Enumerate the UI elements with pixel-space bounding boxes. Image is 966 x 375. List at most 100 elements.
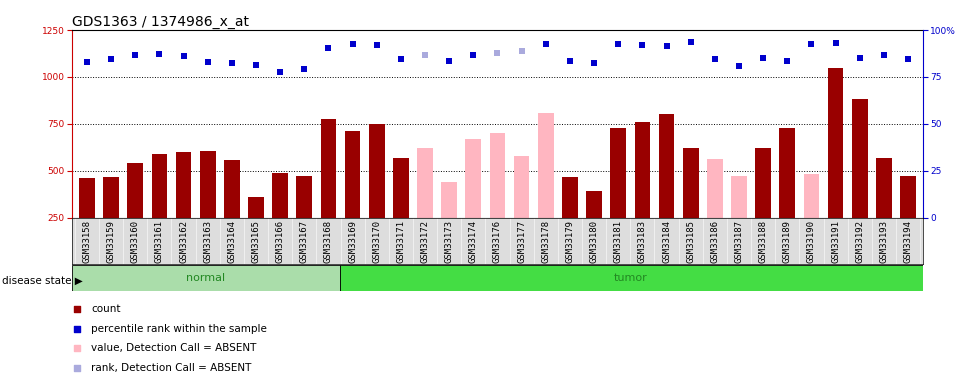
Bar — [321, 119, 336, 218]
Text: GSM33189: GSM33189 — [782, 220, 792, 263]
Text: GSM33193: GSM33193 — [879, 220, 889, 263]
Text: GSM33181: GSM33181 — [613, 220, 623, 263]
Bar — [828, 68, 843, 218]
Text: GSM33159: GSM33159 — [106, 220, 116, 263]
Text: GSM33165: GSM33165 — [251, 220, 261, 263]
Point — [466, 53, 481, 58]
Bar — [417, 148, 433, 217]
Text: GSM33174: GSM33174 — [469, 220, 478, 263]
Bar — [562, 177, 578, 218]
Bar — [345, 131, 360, 218]
Text: GSM33164: GSM33164 — [227, 220, 237, 263]
Point — [828, 40, 843, 46]
Text: GSM33172: GSM33172 — [420, 220, 430, 263]
Point — [152, 51, 167, 57]
Point — [876, 53, 892, 58]
Bar — [200, 151, 215, 217]
Bar — [248, 197, 264, 217]
Text: GSM33188: GSM33188 — [758, 220, 768, 263]
Bar — [393, 158, 409, 218]
Point — [128, 53, 143, 58]
Text: GSM33167: GSM33167 — [299, 220, 309, 263]
Bar — [297, 176, 312, 218]
Point — [369, 42, 384, 48]
Text: normal: normal — [186, 273, 226, 283]
Text: GSM33184: GSM33184 — [662, 220, 671, 263]
Point — [538, 41, 554, 47]
Text: GSM33171: GSM33171 — [396, 220, 406, 263]
Bar — [659, 114, 674, 218]
Point — [345, 41, 360, 47]
Point — [297, 66, 312, 72]
Text: disease state ▶: disease state ▶ — [2, 276, 83, 285]
Text: GSM33169: GSM33169 — [348, 220, 357, 263]
Text: GSM33194: GSM33194 — [903, 220, 913, 263]
Bar — [466, 139, 481, 218]
Bar — [683, 148, 698, 217]
Point — [528, 89, 544, 95]
Point — [852, 55, 867, 61]
Text: GSM33158: GSM33158 — [82, 220, 92, 263]
Bar — [707, 159, 723, 218]
Text: GSM33177: GSM33177 — [517, 220, 526, 263]
Point — [393, 56, 409, 62]
Bar — [340, 265, 923, 291]
Bar — [128, 163, 143, 218]
Bar — [103, 177, 119, 218]
Bar — [731, 176, 747, 218]
Point — [272, 69, 288, 75]
Text: value, Detection Call = ABSENT: value, Detection Call = ABSENT — [91, 343, 257, 353]
Point — [441, 58, 457, 64]
Text: count: count — [91, 304, 121, 314]
Point — [79, 59, 95, 65]
Bar — [72, 265, 340, 291]
Point — [659, 43, 674, 49]
Point — [224, 60, 240, 66]
Text: GSM33185: GSM33185 — [686, 220, 696, 263]
Bar — [586, 191, 602, 217]
Bar — [876, 158, 892, 218]
Point — [586, 60, 602, 66]
Text: GSM33166: GSM33166 — [275, 220, 285, 263]
Text: GSM33183: GSM33183 — [638, 220, 647, 263]
Point — [514, 48, 529, 54]
Point — [562, 58, 578, 64]
Text: GSM33173: GSM33173 — [444, 220, 454, 263]
Point — [635, 42, 650, 48]
Bar — [224, 160, 240, 218]
Text: GSM33162: GSM33162 — [179, 220, 188, 263]
Bar — [441, 182, 457, 218]
Point — [755, 55, 771, 61]
Text: GSM33170: GSM33170 — [372, 220, 382, 263]
Text: GSM33160: GSM33160 — [130, 220, 140, 263]
Text: GSM33186: GSM33186 — [710, 220, 720, 263]
Text: GSM33176: GSM33176 — [493, 220, 502, 263]
Point — [417, 53, 433, 58]
Text: GSM33192: GSM33192 — [855, 220, 865, 263]
Point — [200, 59, 215, 65]
Point — [176, 53, 191, 59]
Bar — [780, 128, 795, 218]
Point — [321, 45, 336, 51]
Bar — [900, 176, 916, 218]
Point — [780, 58, 795, 64]
Point — [707, 56, 723, 62]
Text: GSM33178: GSM33178 — [541, 220, 551, 263]
Bar — [514, 156, 529, 218]
Bar — [538, 112, 554, 218]
Point — [731, 63, 747, 69]
Text: GSM33163: GSM33163 — [203, 220, 213, 263]
Text: GSM33168: GSM33168 — [324, 220, 333, 263]
Text: percentile rank within the sample: percentile rank within the sample — [91, 324, 267, 333]
Point — [103, 56, 119, 62]
Bar — [272, 172, 288, 217]
Text: GSM33187: GSM33187 — [734, 220, 744, 263]
Point — [248, 62, 264, 68]
Text: GSM33190: GSM33190 — [807, 220, 816, 263]
Point — [611, 41, 626, 47]
Bar — [490, 133, 505, 218]
Text: tumor: tumor — [614, 273, 648, 283]
Bar — [635, 122, 650, 218]
Bar — [804, 174, 819, 217]
Bar — [369, 124, 384, 218]
